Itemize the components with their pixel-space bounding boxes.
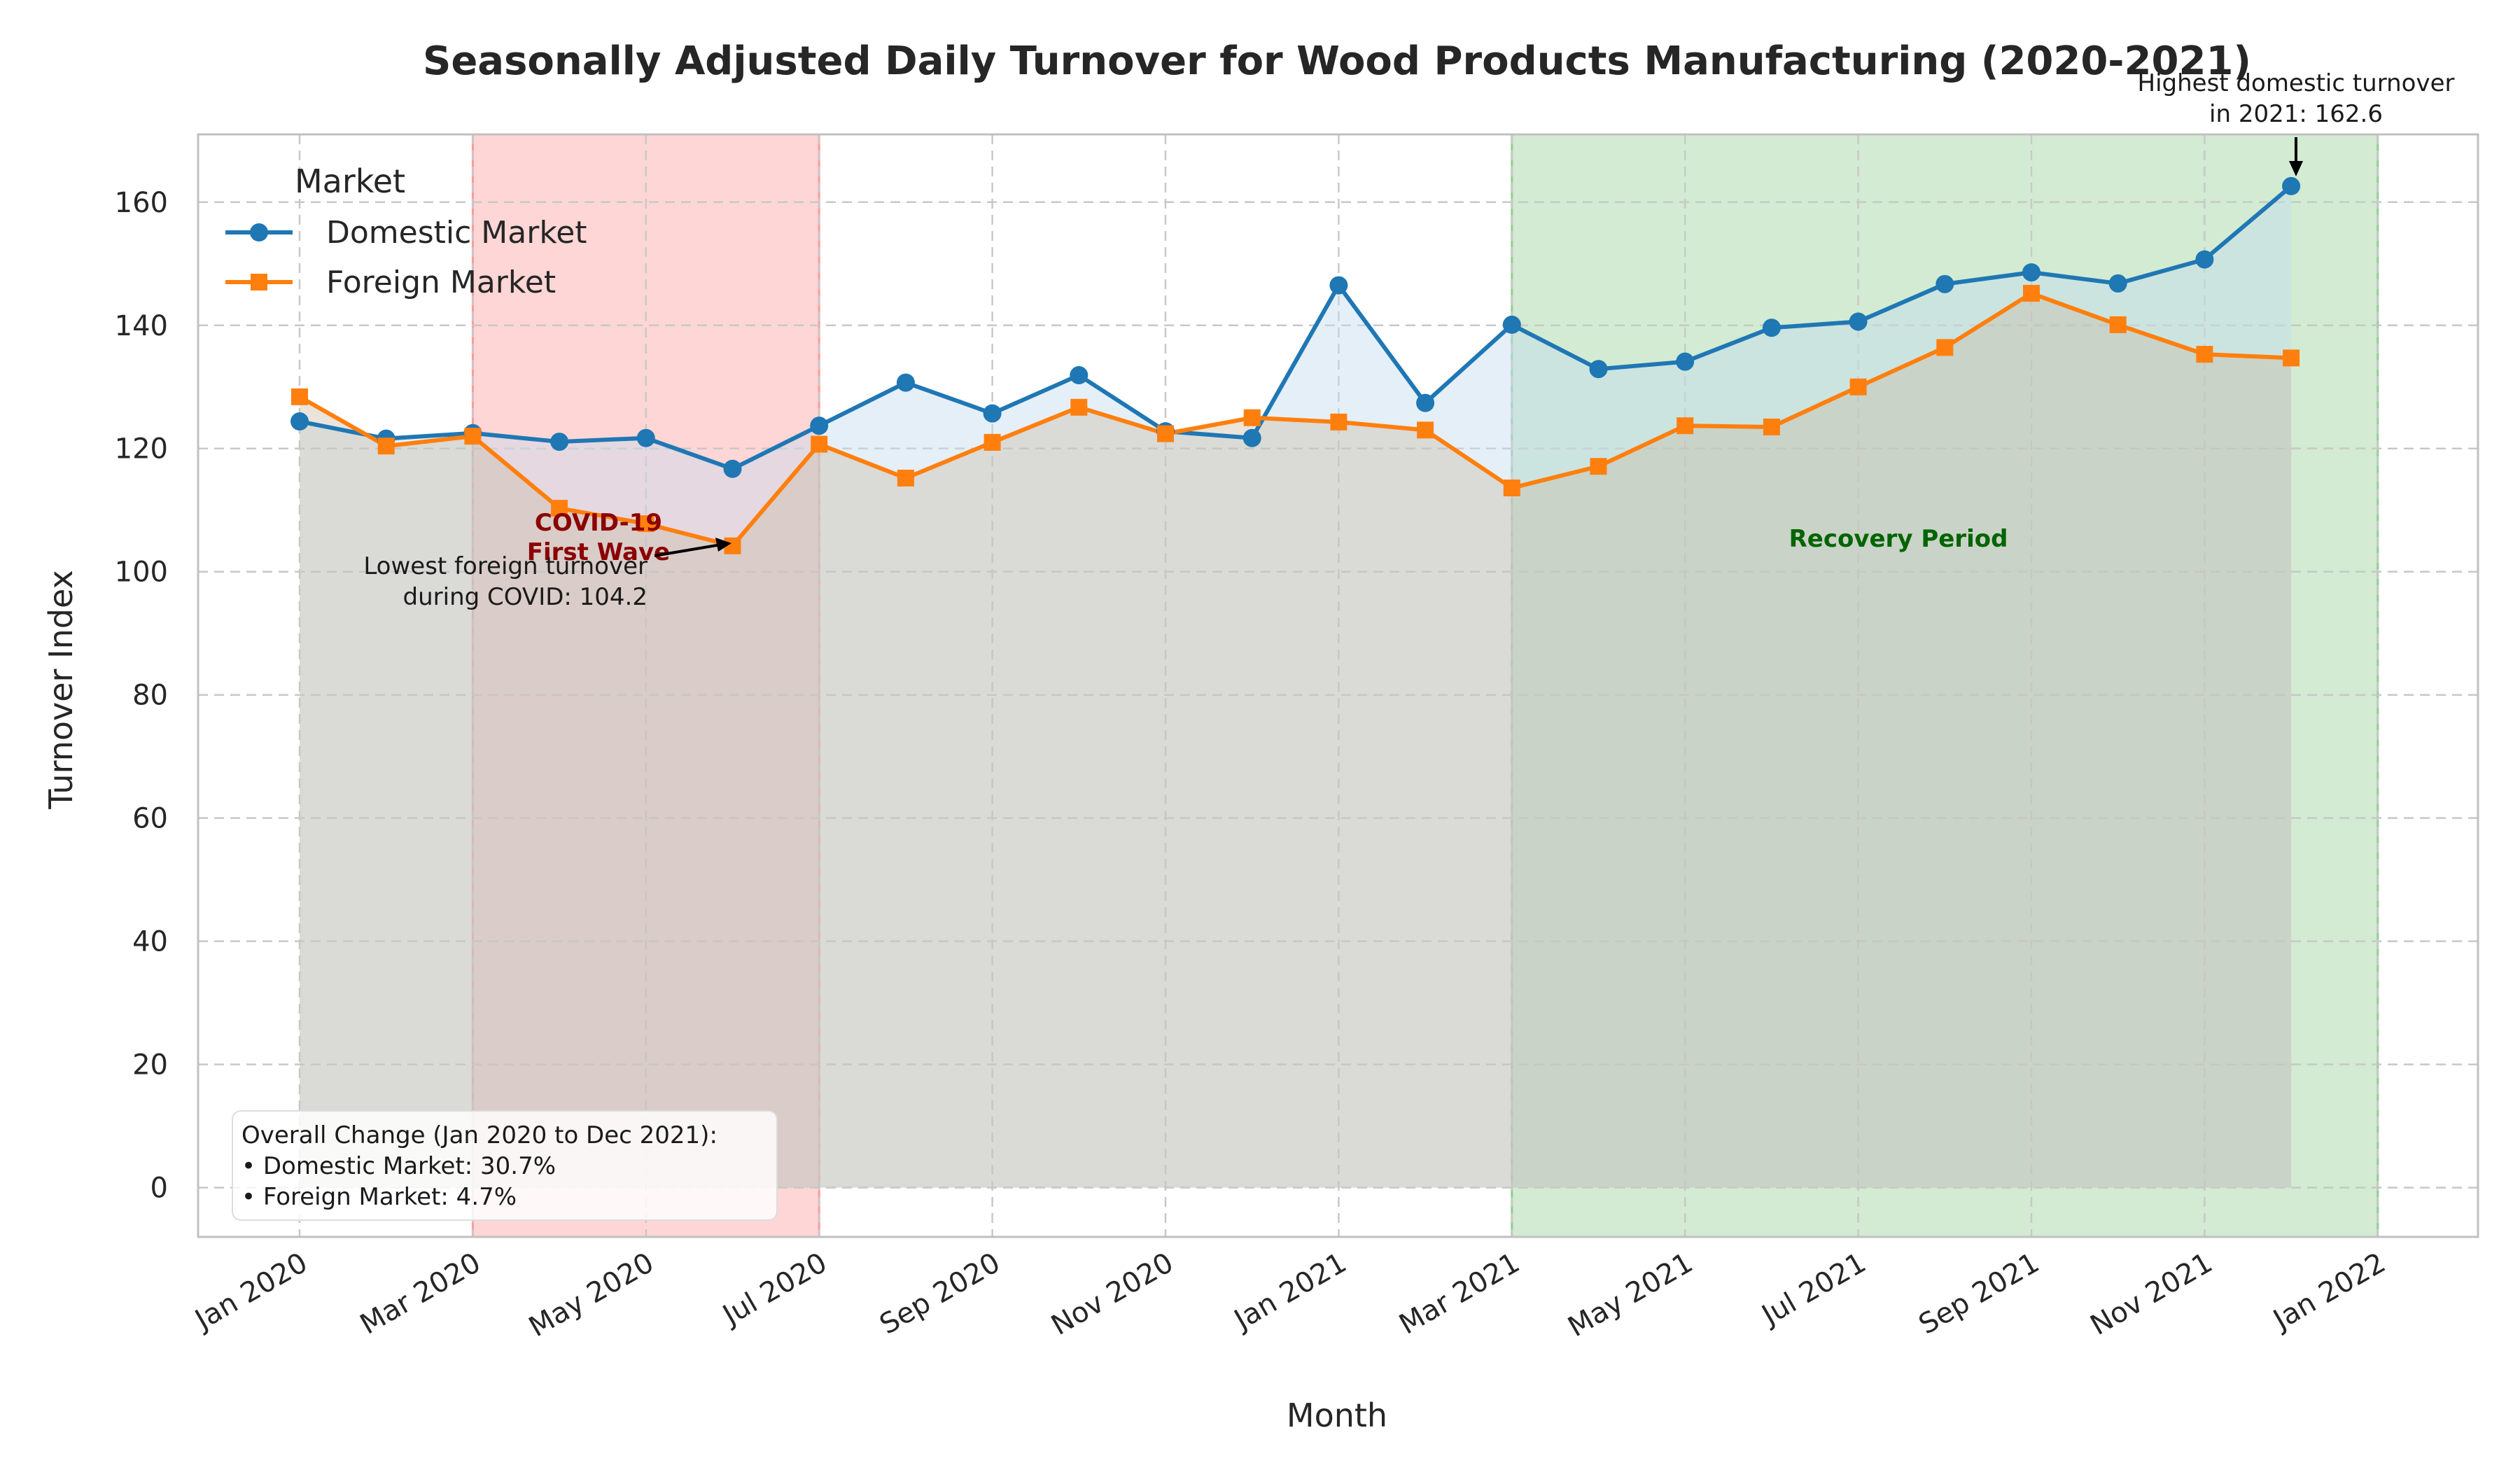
y-tick-label: 60 bbox=[132, 803, 168, 835]
recovery-region-label: Recovery Period bbox=[1789, 525, 2008, 553]
y-tick-label: 40 bbox=[132, 926, 168, 958]
legend-label-domestic: Domestic Market bbox=[326, 215, 587, 251]
y-tick-label: 0 bbox=[150, 1172, 168, 1205]
data-point-foreign bbox=[1503, 479, 1520, 497]
data-point-domestic bbox=[2195, 250, 2214, 269]
low-annotation-line2: during COVID: 104.2 bbox=[403, 583, 648, 611]
data-point-foreign bbox=[1849, 378, 1867, 396]
data-point-foreign bbox=[1157, 425, 1174, 442]
summary-box: Overall Change (Jan 2020 to Dec 2021): •… bbox=[232, 1110, 778, 1221]
data-point-domestic bbox=[1849, 312, 1868, 331]
data-point-foreign bbox=[377, 438, 395, 455]
data-point-foreign bbox=[1936, 339, 1954, 356]
data-point-domestic bbox=[983, 404, 1002, 423]
data-point-foreign bbox=[811, 435, 828, 453]
high-annotation-arrowhead bbox=[2289, 161, 2303, 176]
summary-line-1: Overall Change (Jan 2020 to Dec 2021): bbox=[241, 1121, 718, 1149]
data-point-domestic bbox=[896, 373, 915, 392]
data-point-domestic bbox=[550, 433, 569, 451]
legend-marker-foreign bbox=[251, 274, 267, 290]
data-point-foreign bbox=[1330, 413, 1348, 430]
plot-frame bbox=[197, 133, 2479, 1238]
data-point-domestic bbox=[2108, 274, 2127, 293]
x-axis-title: Month bbox=[1287, 1396, 1387, 1434]
data-point-foreign bbox=[637, 515, 654, 533]
shaded-region-1 bbox=[1511, 134, 2378, 1237]
data-point-foreign bbox=[1763, 418, 1780, 435]
data-point-domestic bbox=[1676, 352, 1695, 371]
area-fill-foreign bbox=[300, 293, 2292, 1188]
data-point-domestic bbox=[2282, 176, 2301, 195]
covid-region-label: COVID-19 bbox=[535, 509, 662, 537]
data-point-domestic bbox=[2022, 263, 2040, 282]
y-tick-label: 140 bbox=[115, 310, 168, 342]
legend-label-foreign: Foreign Market bbox=[326, 265, 556, 300]
data-point-domestic bbox=[1416, 393, 1435, 412]
legend-title: Market bbox=[295, 162, 405, 200]
data-point-domestic bbox=[810, 416, 829, 435]
series-markers bbox=[290, 176, 2301, 554]
summary-line-3: • Foreign Market: 4.7% bbox=[241, 1183, 517, 1211]
data-point-foreign bbox=[2109, 316, 2127, 333]
data-point-foreign bbox=[1590, 458, 1607, 475]
low-annotation-arrowhead bbox=[715, 538, 732, 552]
data-point-domestic bbox=[1329, 276, 1348, 295]
data-point-foreign bbox=[2196, 346, 2213, 363]
chart-title: Seasonally Adjusted Daily Turnover for W… bbox=[423, 38, 2251, 84]
data-point-foreign bbox=[2023, 285, 2040, 302]
series-line-foreign bbox=[298, 291, 2292, 548]
y-tick-label: 120 bbox=[115, 433, 168, 465]
legend: Market Domestic Market Foreign Market bbox=[225, 162, 587, 300]
data-point-domestic bbox=[1502, 315, 1521, 334]
data-point-foreign bbox=[897, 469, 914, 486]
covid-region-label-line2: First Wave bbox=[527, 538, 670, 566]
grid bbox=[198, 134, 2478, 1237]
high-annotation-line1: Highest domestic turnover bbox=[2138, 69, 2455, 97]
data-point-foreign bbox=[983, 433, 1001, 451]
data-point-domestic bbox=[1070, 366, 1088, 385]
data-point-domestic bbox=[1762, 318, 1781, 337]
y-tick-label: 100 bbox=[115, 556, 168, 589]
low-annotation-arrow bbox=[654, 543, 722, 557]
data-point-domestic bbox=[1242, 428, 1261, 447]
data-point-domestic bbox=[290, 412, 309, 431]
low-annotation-line1: Lowest foreign turnover bbox=[363, 552, 648, 580]
data-point-domestic bbox=[1589, 360, 1608, 379]
data-point-foreign bbox=[291, 388, 308, 405]
summary-box-background bbox=[232, 1110, 778, 1221]
data-point-foreign bbox=[2283, 349, 2300, 367]
series-line-domestic bbox=[299, 184, 2293, 471]
y-tick-label: 80 bbox=[132, 680, 168, 712]
legend-marker-domestic bbox=[250, 223, 268, 241]
y-axis-title: Turnover Index bbox=[42, 570, 80, 809]
high-annotation-line2: in 2021: 162.6 bbox=[2209, 100, 2383, 128]
data-point-foreign bbox=[1676, 417, 1694, 435]
y-tick-label: 20 bbox=[132, 1049, 168, 1082]
data-point-foreign bbox=[1417, 421, 1434, 439]
summary-line-2: • Domestic Market: 30.7% bbox=[241, 1152, 556, 1180]
y-tick-label: 160 bbox=[115, 187, 168, 219]
series-lines bbox=[298, 184, 2293, 548]
y-tick-labels: 0 20 40 60 80 100 120 140 160 bbox=[115, 187, 168, 1205]
data-point-domestic bbox=[723, 459, 742, 478]
data-point-foreign bbox=[551, 500, 568, 517]
data-point-domestic bbox=[1935, 274, 1954, 293]
data-point-foreign bbox=[1070, 398, 1088, 416]
data-point-domestic bbox=[636, 428, 655, 447]
data-point-foreign bbox=[464, 428, 482, 445]
data-point-foreign bbox=[1243, 409, 1261, 426]
